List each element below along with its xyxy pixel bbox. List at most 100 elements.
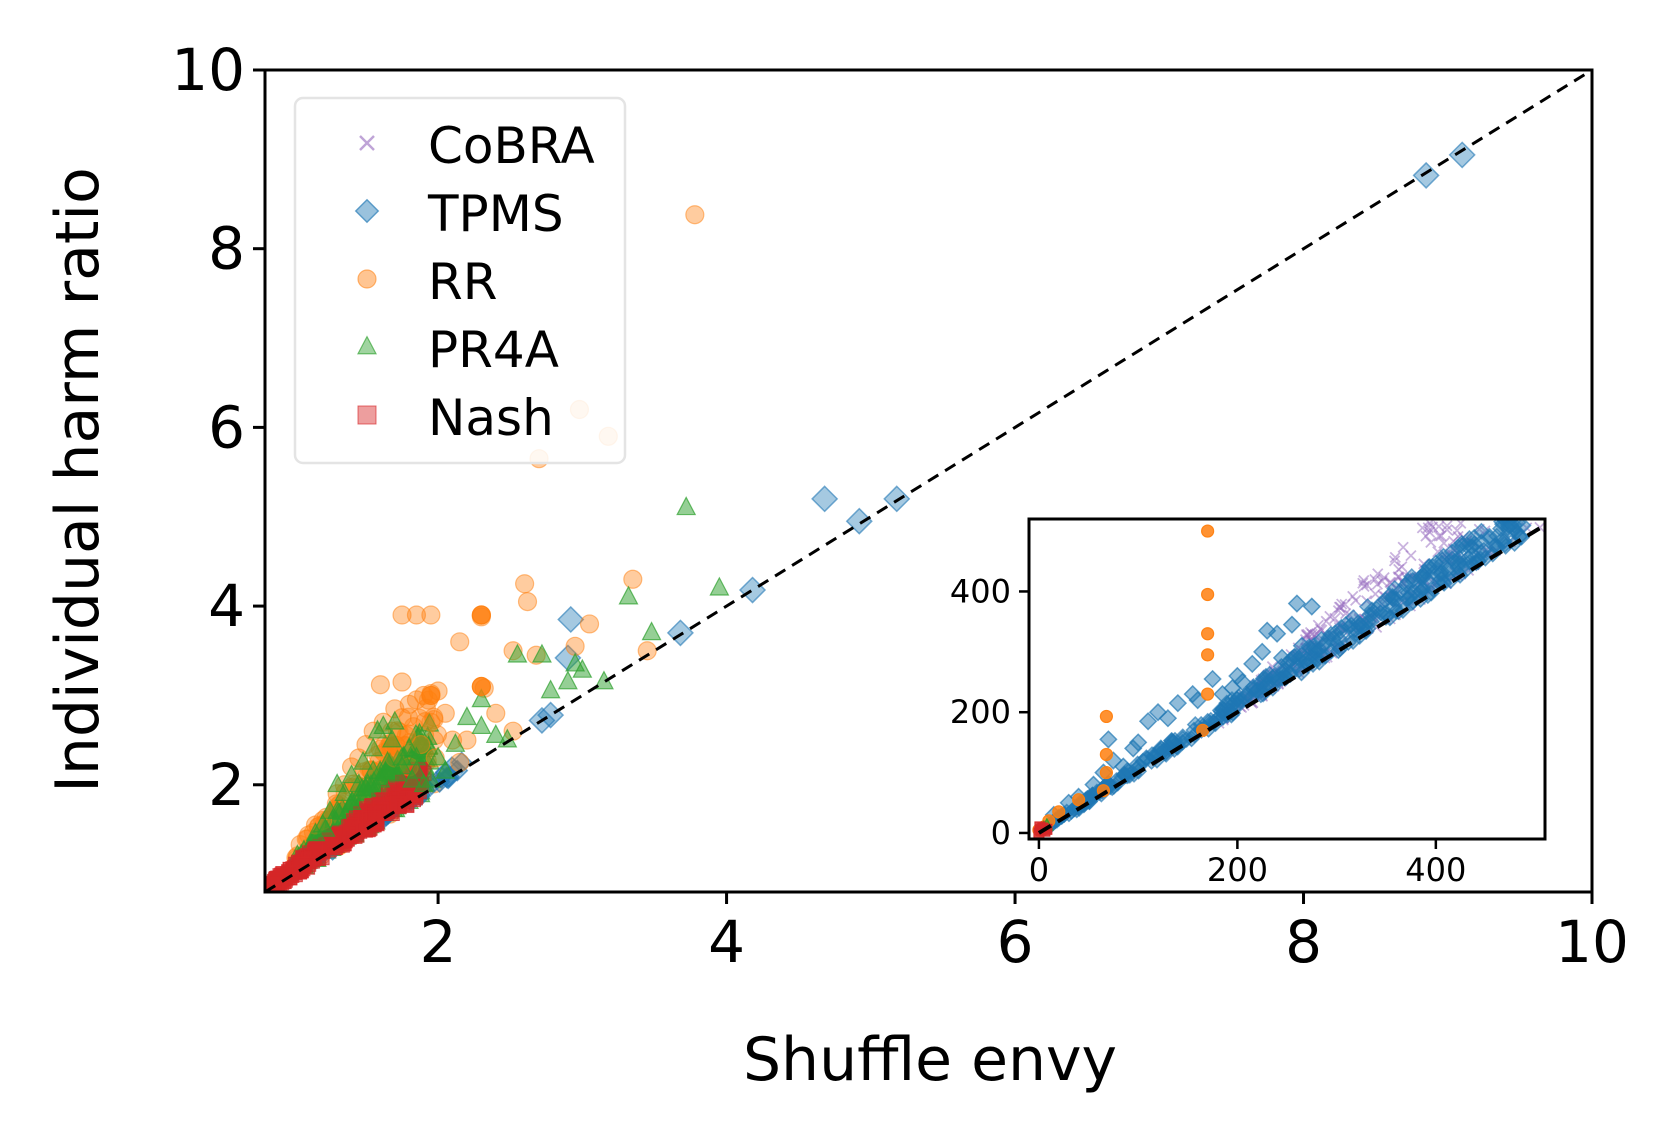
rr-point [421, 712, 441, 732]
inset-rr-point [1052, 805, 1066, 819]
inset-cobra-point [1435, 530, 1447, 542]
rr-point [471, 605, 491, 625]
inset-cobra-point [1426, 521, 1439, 533]
legend-marker-nash [357, 405, 377, 425]
inset-cobra-point [1350, 594, 1362, 606]
pr4a-point [540, 679, 561, 699]
inset-tpms-point [1363, 601, 1381, 619]
rr-point [517, 592, 538, 612]
inset-x-tick-label: 400 [1405, 851, 1466, 889]
pr4a-point [327, 799, 348, 819]
inset-tpms-point [1152, 740, 1170, 758]
legend-marker-rr [357, 269, 377, 289]
inset-tpms-point [1460, 529, 1478, 548]
pr4a-point [363, 737, 384, 757]
pr4a-point [355, 777, 376, 797]
inset-cobra-point [1438, 537, 1450, 549]
pr4a-point [445, 732, 466, 752]
inset-cobra-point [1336, 598, 1348, 610]
rr-point [623, 569, 643, 589]
inset-x-axis: 0 200 400 [1029, 839, 1466, 889]
inset-cobra-point [1389, 551, 1401, 563]
inset-x-tick-label: 200 [1207, 851, 1268, 889]
inset-tpms-point [1445, 552, 1463, 571]
pr4a-point [428, 746, 449, 766]
pr4a-point [531, 643, 552, 663]
pr4a-point [485, 724, 506, 743]
inset-tpms-point [1403, 594, 1421, 612]
inset-cobra-point [1320, 615, 1332, 627]
rr-point [637, 641, 657, 661]
inset-tpms-point [1233, 672, 1252, 692]
inset-cobra-point [1397, 541, 1409, 553]
inset-tpms-point [1302, 597, 1321, 616]
pr4a-point [387, 762, 408, 782]
inset-tpms-point [1472, 522, 1491, 540]
x-tick-label: 2 [420, 908, 457, 976]
legend-label-cobra: CoBRA [428, 117, 595, 175]
main-y-axis: 2 4 6 8 10 [171, 36, 265, 819]
pr4a-point [367, 719, 388, 739]
inset-cobra-point [1358, 574, 1370, 587]
inset-tpms-point [1514, 519, 1532, 535]
x-tick-label: 8 [1285, 908, 1322, 976]
inset-tpms-point [1243, 654, 1262, 674]
pr4a-point [471, 715, 492, 735]
inset-cobra-point [1340, 608, 1352, 620]
tpms-point [1448, 141, 1476, 169]
rr-point [515, 574, 535, 594]
pr4a-point [435, 759, 456, 779]
inset-rr-point [1201, 587, 1215, 602]
inset-tpms-point [1257, 621, 1277, 640]
inset-tpms-point [1292, 646, 1310, 664]
inset-tpms-point [1084, 775, 1103, 794]
pr4a-point [381, 728, 402, 748]
inset-cobra-point [1433, 530, 1445, 542]
inset-tpms-point [1253, 642, 1272, 662]
inset-tpms-point [1138, 750, 1156, 768]
pr4a-point [384, 710, 405, 730]
inset-cobra-point [1311, 627, 1323, 640]
inset-tpms-point [1272, 657, 1290, 675]
pr4a-point [341, 791, 362, 811]
inset-tpms-point [1292, 636, 1312, 655]
y-tick-label: 4 [208, 572, 245, 640]
rr-point [486, 703, 506, 723]
y-tick-label: 10 [171, 36, 245, 104]
inset-tpms-point [1168, 693, 1188, 713]
inset-cobra-point [1378, 571, 1390, 584]
main-plot-area: 2 4 6 8 10 2 4 6 8 10 Shuffle envy Individual ha… [43, 36, 1629, 1095]
inset-tpms-point [1384, 590, 1402, 609]
inset-y-tick-label: 0 [991, 814, 1011, 852]
inset-tpms-point [1381, 609, 1399, 627]
inset-cobra-point [1357, 577, 1369, 589]
pr4a-point [353, 750, 374, 770]
rr-point [421, 605, 441, 625]
rr-point [370, 675, 390, 695]
rr-point [406, 605, 427, 625]
legend-marker-cobra [359, 135, 375, 151]
rr-point [392, 672, 412, 692]
inset-rr-point [1099, 765, 1114, 780]
legend-label-tpms: TPMS [427, 185, 564, 243]
pr4a-point [456, 706, 477, 726]
pr4a-point [370, 768, 391, 788]
inset-tpms-point [1148, 703, 1168, 722]
pr4a-point [406, 759, 427, 779]
inset-cobra-point [1385, 577, 1397, 589]
pr4a-point [618, 585, 639, 605]
main-reference-line [265, 70, 1592, 892]
inset-tpms-point [1448, 553, 1466, 571]
inset-reference-line [1037, 523, 1545, 835]
inset-rr-point [1201, 524, 1215, 538]
inset-tpms-point [1491, 520, 1510, 538]
legend-marker-pr4a [357, 335, 377, 355]
pr4a-point [471, 688, 492, 708]
rr-point [450, 632, 470, 652]
x-tick-label: 6 [997, 908, 1034, 976]
pr4a-point [641, 621, 662, 641]
inset-tpms-point [1178, 730, 1196, 748]
inset-rr-point [1072, 793, 1086, 807]
inset-rr-point [1201, 687, 1215, 701]
inset-tpms-point [1480, 527, 1498, 545]
